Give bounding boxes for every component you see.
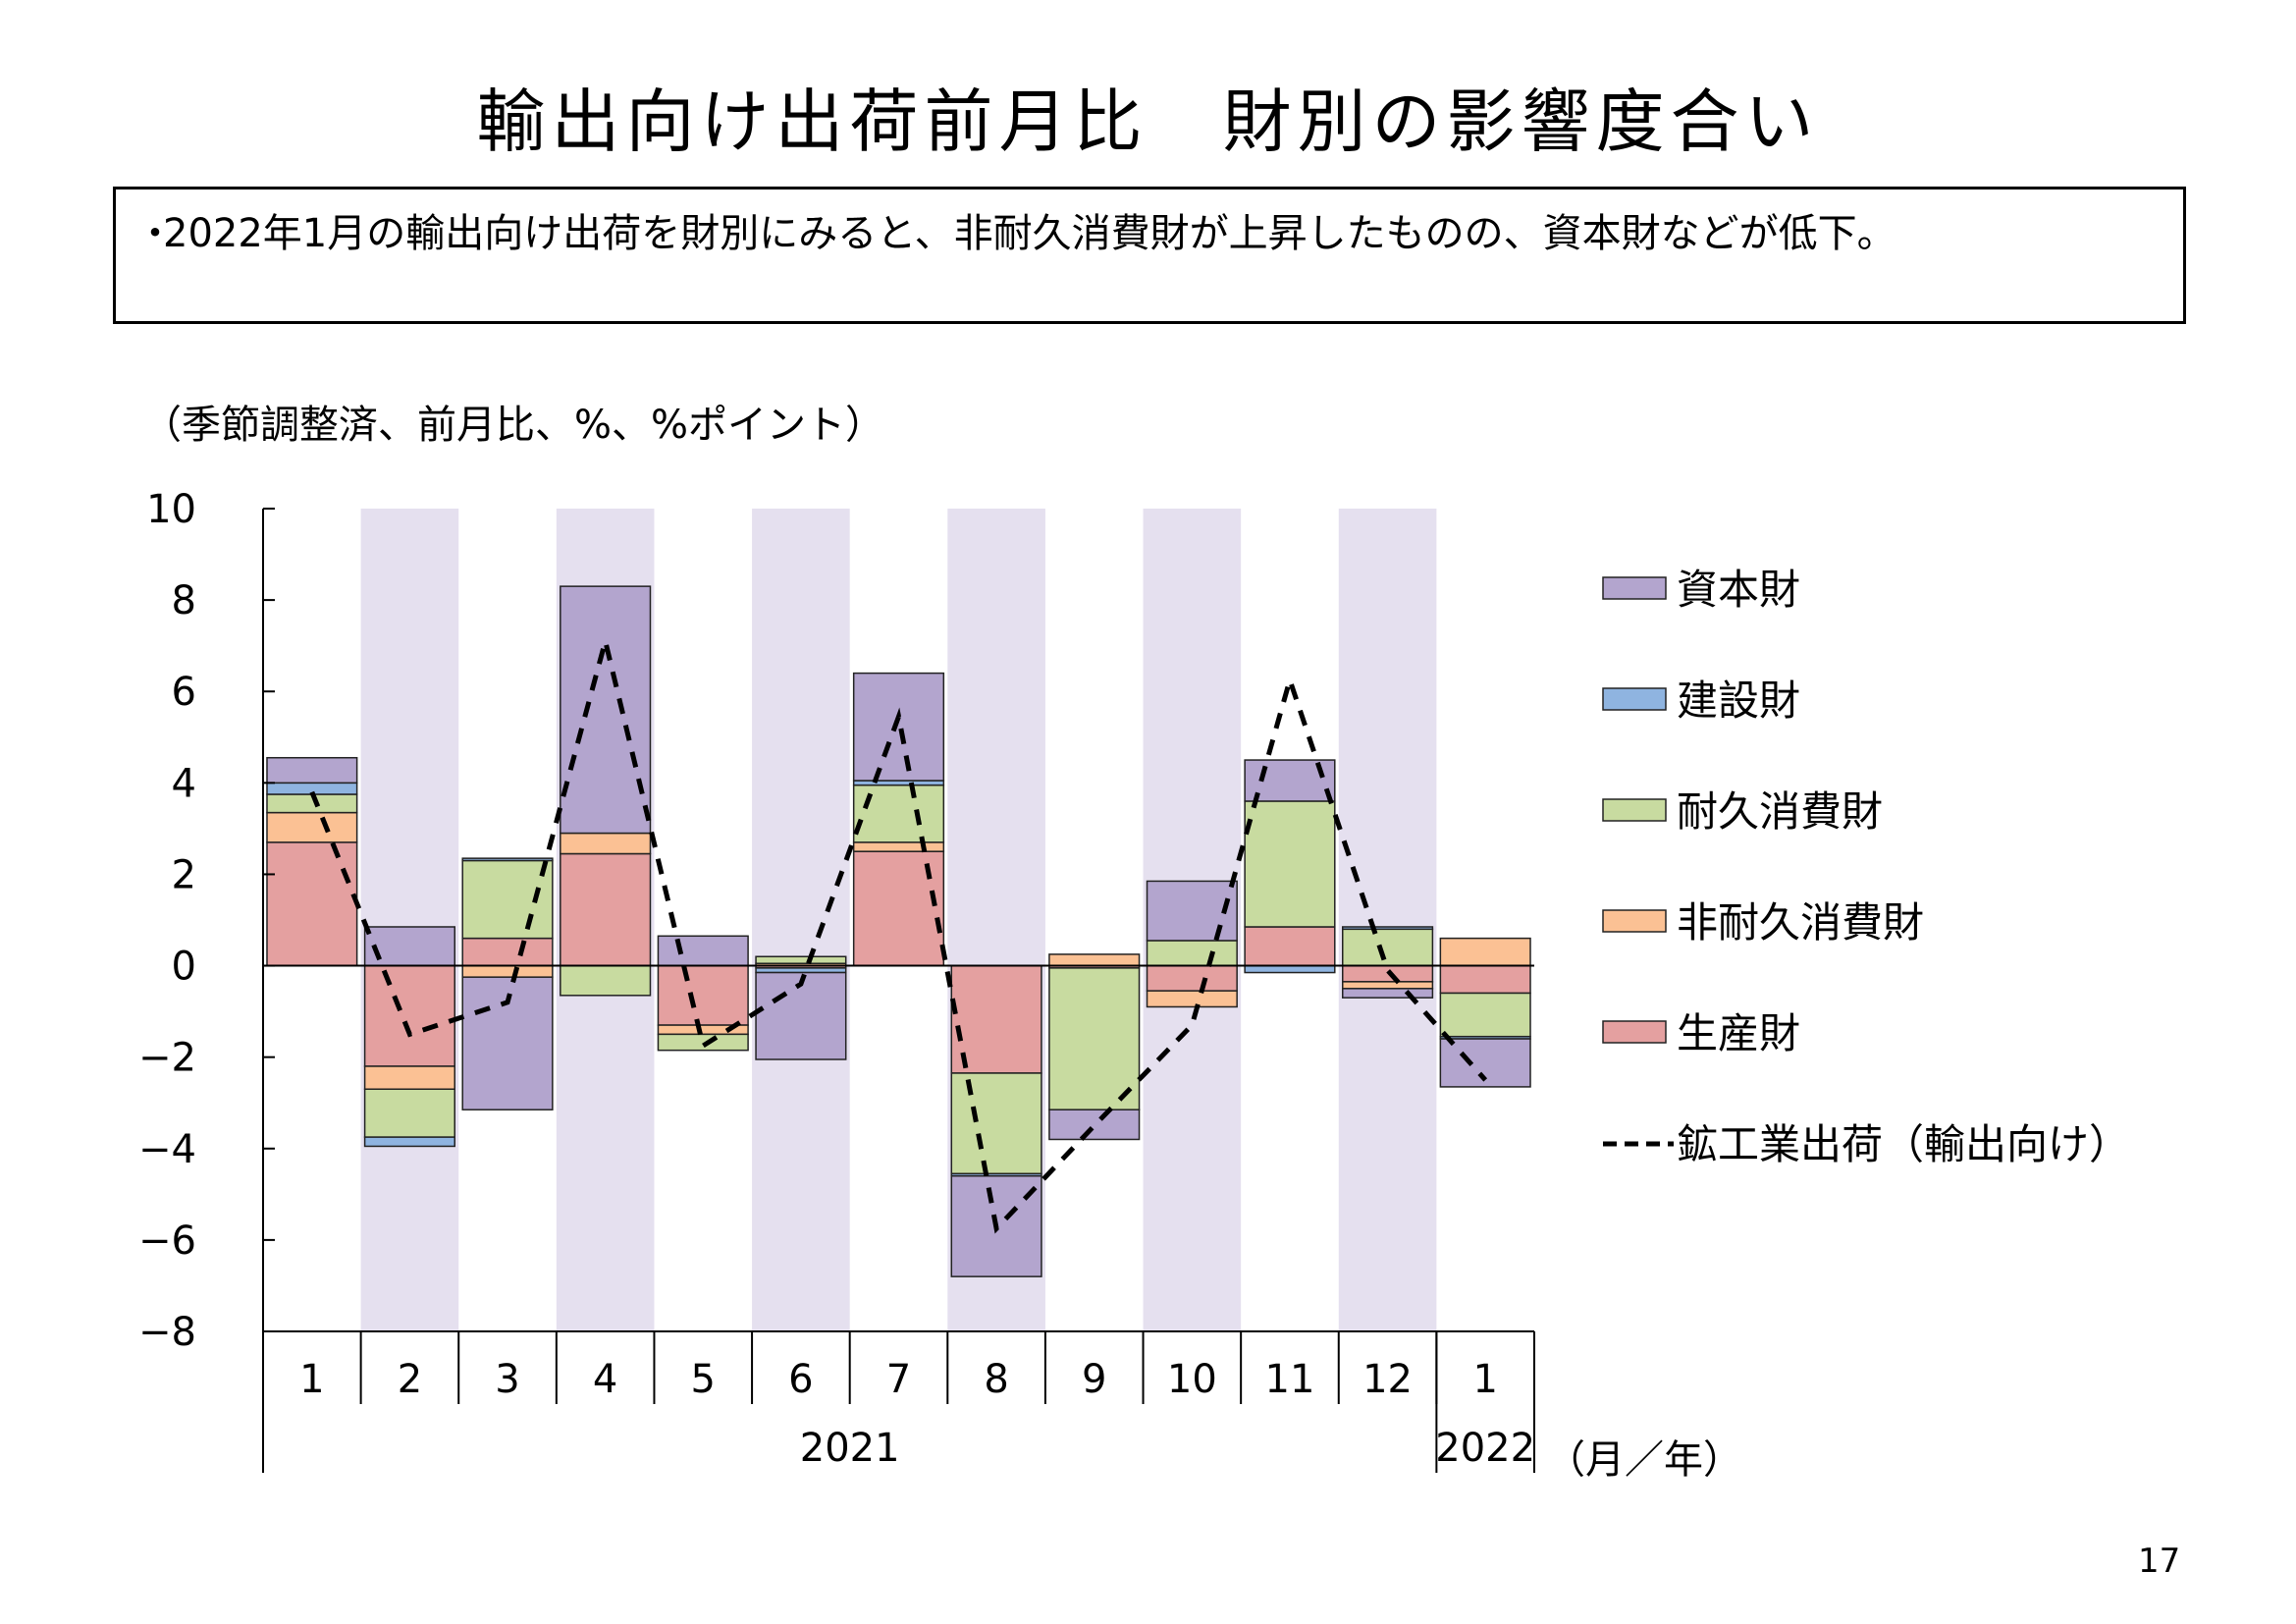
y-tick-label: 4: [172, 761, 196, 806]
x-tick-label: 7: [886, 1357, 911, 1402]
bar-segment-nondurable: [1342, 981, 1434, 990]
legend-label: 資本財: [1677, 566, 1800, 614]
bar-segment-durable: [1048, 967, 1141, 1110]
bar-segment-durable: [657, 1033, 749, 1052]
x-tick-label: 9: [1082, 1357, 1106, 1402]
x-unit-label: （月／年）: [1546, 1437, 1742, 1483]
x-tick-label: 10: [1167, 1357, 1217, 1402]
y-tick-label: −6: [138, 1218, 196, 1264]
bar-segment-capital: [852, 672, 945, 782]
bar-segment-durable: [950, 1072, 1042, 1175]
y-tick-label: 8: [172, 578, 196, 623]
legend-label: 建設財: [1677, 677, 1800, 725]
unit-label: （季節調整済、前月比、%、%ポイント）: [142, 403, 885, 448]
shaded-band: [1338, 509, 1437, 1331]
x-tick-label: 2: [398, 1357, 422, 1402]
bar-segment-capital: [1342, 988, 1434, 999]
x-year-label: 2021: [800, 1426, 900, 1471]
x-tick-label: 5: [691, 1357, 716, 1402]
bar-segment-producer: [266, 841, 358, 967]
bar-segment-capital: [755, 971, 847, 1060]
bar-segment-construction: [461, 857, 554, 862]
bar-segment-construction: [363, 1136, 455, 1148]
y-tick-label: 0: [172, 945, 196, 990]
legend-swatch-construction: [1602, 687, 1667, 711]
bar-segment-construction: [1342, 926, 1434, 931]
legend-swatch-capital: [1602, 576, 1667, 600]
page-number: 17: [2138, 1542, 2181, 1581]
bar-segment-durable: [755, 955, 847, 964]
bar-segment-durable: [560, 964, 652, 997]
bar-segment-nondurable: [363, 1065, 455, 1091]
bar-segment-nondurable: [461, 964, 554, 978]
x-year-label: 2022: [1435, 1426, 1535, 1471]
bar-segment-producer: [950, 964, 1042, 1074]
x-tick-label: 12: [1362, 1357, 1413, 1402]
shaded-band: [360, 509, 459, 1331]
bar-segment-durable: [461, 859, 554, 940]
summary-bullet: ・: [135, 211, 175, 256]
y-tick-label: 6: [172, 670, 196, 715]
y-tick-label: 10: [146, 487, 196, 532]
page-title: 輸出向け出荷前月比 財別の影響度合い: [476, 81, 1820, 162]
y-tick-label: −8: [138, 1310, 196, 1355]
x-tick-label: 1: [299, 1357, 324, 1402]
bar-segment-capital: [560, 585, 652, 835]
legend-swatch-nondurable: [1602, 909, 1667, 933]
line-series: [309, 640, 1488, 1234]
x-tick-label: 4: [593, 1357, 617, 1402]
bar-segment-producer: [1244, 926, 1336, 967]
bar-segment-producer: [560, 852, 652, 967]
bar-segment-nondurable: [560, 832, 652, 855]
bar-segment-durable: [363, 1088, 455, 1138]
bar-segment-producer: [461, 937, 554, 967]
bar-segment-durable: [1244, 800, 1336, 928]
y-tick-label: −4: [138, 1127, 196, 1172]
bar-segment-durable: [1342, 928, 1434, 967]
x-tick-label: 1: [1472, 1357, 1497, 1402]
bar-segment-durable: [852, 784, 945, 843]
bar-segment-producer: [1146, 964, 1238, 992]
x-tick-label: 8: [984, 1357, 1008, 1402]
summary-text: 2022年1月の輸出向け出荷を財別にみると、非耐久消費財が上昇したものの、資本財…: [163, 211, 1896, 256]
legend-label: 非耐久消費財: [1677, 898, 1924, 947]
legend-swatch-durable: [1602, 798, 1667, 822]
bar-segment-nondurable: [266, 811, 358, 843]
legend-label: 鉱工業出荷（輸出向け）: [1677, 1120, 2130, 1168]
bar-segment-durable: [1146, 940, 1238, 967]
bar-segment-nondurable: [852, 841, 945, 852]
y-tick-label: 2: [172, 852, 196, 897]
legend-label: 耐久消費財: [1677, 787, 1883, 836]
x-tick-label: 6: [788, 1357, 813, 1402]
bar-segment-capital: [657, 935, 749, 967]
legend-label: 生産財: [1677, 1009, 1800, 1057]
bar-segment-producer: [363, 964, 455, 1067]
legend-swatch-producer: [1602, 1020, 1667, 1044]
bar-segment-producer: [657, 964, 749, 1026]
bar-segment-nondurable: [1048, 953, 1141, 967]
bar-segment-durable: [1439, 992, 1531, 1038]
bar-segment-construction: [1244, 964, 1336, 974]
shaded-band: [752, 509, 850, 1331]
y-tick-label: −2: [138, 1036, 196, 1081]
bar-segment-nondurable: [1439, 937, 1531, 967]
summary-box: ・ 2022年1月の輸出向け出荷を財別にみると、非耐久消費財が上昇したものの、資…: [113, 187, 2186, 324]
bar-segment-capital: [266, 756, 358, 785]
x-tick-label: 11: [1265, 1357, 1315, 1402]
bar-segment-nondurable: [1146, 990, 1238, 1008]
bar-segment-capital: [1048, 1109, 1141, 1141]
x-tick-label: 3: [495, 1357, 519, 1402]
bar-segment-producer: [1439, 964, 1531, 995]
